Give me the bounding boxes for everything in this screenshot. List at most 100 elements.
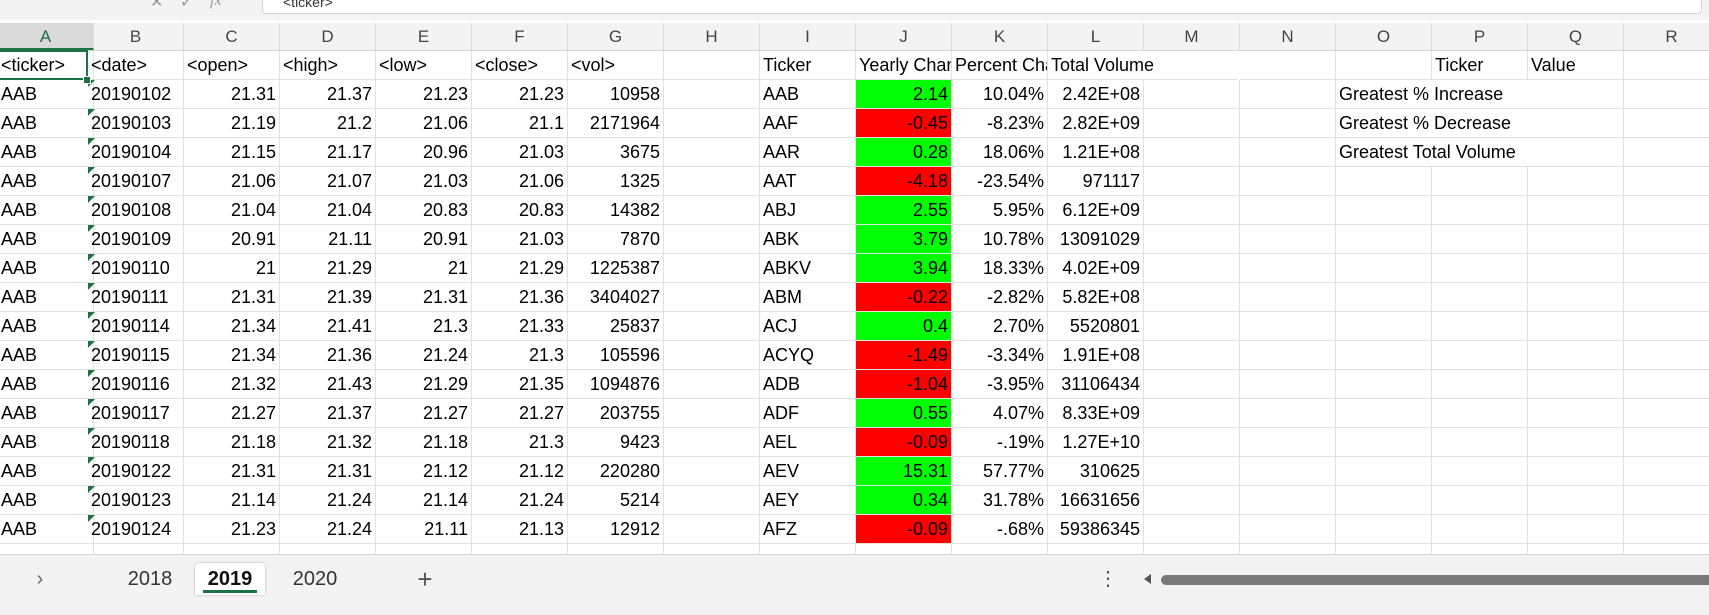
empty-cell[interactable] <box>1144 341 1240 370</box>
date-cell[interactable]: 20190116 <box>88 370 184 399</box>
empty-cell[interactable] <box>1528 80 1624 109</box>
open-cell[interactable]: 21.31 <box>184 283 280 312</box>
empty-cell[interactable] <box>664 312 760 341</box>
close-cell[interactable]: 21.3 <box>472 341 568 370</box>
empty-cell[interactable] <box>376 544 472 554</box>
total-volume-cell[interactable]: 1.27E+10 <box>1048 428 1144 457</box>
yearly-change-cell[interactable]: 2.55 <box>856 196 952 225</box>
fill-handle[interactable] <box>83 76 91 84</box>
open-cell[interactable]: 21.31 <box>184 80 280 109</box>
percent-change-cell[interactable]: 4.07% <box>952 399 1048 428</box>
column-header-m[interactable]: M <box>1144 23 1240 50</box>
empty-cell[interactable] <box>1432 167 1528 196</box>
open-cell[interactable]: 21.04 <box>184 196 280 225</box>
open-cell[interactable]: 21.23 <box>184 515 280 544</box>
empty-cell[interactable] <box>1144 225 1240 254</box>
date-cell[interactable]: 20190124 <box>88 515 184 544</box>
empty-cell[interactable] <box>1624 457 1709 486</box>
date-cell[interactable]: 20190108 <box>88 196 184 225</box>
percent-change-cell[interactable]: 18.33% <box>952 254 1048 283</box>
empty-cell[interactable] <box>664 283 760 312</box>
ticker-cell[interactable]: AAB <box>0 283 94 312</box>
empty-cell[interactable] <box>664 457 760 486</box>
empty-cell[interactable] <box>1240 138 1336 167</box>
empty-cell[interactable] <box>1144 457 1240 486</box>
fx-icon[interactable]: fx <box>210 0 222 9</box>
low-cell[interactable]: 21.31 <box>376 283 472 312</box>
high-cell[interactable]: 21.24 <box>280 486 376 515</box>
empty-cell[interactable] <box>1432 196 1528 225</box>
scrollbar-thumb[interactable] <box>1161 575 1709 585</box>
empty-cell[interactable] <box>568 544 664 554</box>
high-cell[interactable]: 21.24 <box>280 515 376 544</box>
header-cell-l[interactable]: Total Volume <box>1048 51 1238 80</box>
vol-cell[interactable]: 25837 <box>568 312 664 341</box>
yearly-change-cell[interactable]: -0.45 <box>856 109 952 138</box>
percent-change-cell[interactable]: -.19% <box>952 428 1048 457</box>
column-header-n[interactable]: N <box>1240 23 1336 50</box>
total-volume-cell[interactable]: 2.82E+09 <box>1048 109 1144 138</box>
total-volume-cell[interactable]: 5.82E+08 <box>1048 283 1144 312</box>
open-cell[interactable]: 21.15 <box>184 138 280 167</box>
yearly-change-cell[interactable]: 0.55 <box>856 399 952 428</box>
yearly-change-cell[interactable]: -1.04 <box>856 370 952 399</box>
empty-cell[interactable] <box>1240 51 1336 80</box>
empty-cell[interactable] <box>1528 341 1624 370</box>
empty-cell[interactable] <box>1432 457 1528 486</box>
empty-cell[interactable] <box>1624 399 1709 428</box>
summary-ticker-cell[interactable]: ACYQ <box>760 341 856 370</box>
high-cell[interactable]: 21.07 <box>280 167 376 196</box>
empty-cell[interactable] <box>1528 138 1624 167</box>
open-cell[interactable]: 21.31 <box>184 457 280 486</box>
greatest-label-cell[interactable]: Greatest % Decrease <box>1336 109 1528 138</box>
empty-cell[interactable] <box>1144 428 1240 457</box>
total-volume-cell[interactable]: 971117 <box>1048 167 1144 196</box>
low-cell[interactable]: 21.3 <box>376 312 472 341</box>
close-cell[interactable]: 20.83 <box>472 196 568 225</box>
total-volume-cell[interactable]: 8.33E+09 <box>1048 399 1144 428</box>
column-header-b[interactable]: B <box>88 23 184 50</box>
yearly-change-cell[interactable]: 0.4 <box>856 312 952 341</box>
summary-ticker-cell[interactable]: AEY <box>760 486 856 515</box>
empty-cell[interactable] <box>1144 80 1240 109</box>
vol-cell[interactable]: 2171964 <box>568 109 664 138</box>
low-cell[interactable]: 20.96 <box>376 138 472 167</box>
high-cell[interactable]: 21.04 <box>280 196 376 225</box>
date-cell[interactable]: 20190103 <box>88 109 184 138</box>
empty-cell[interactable] <box>1432 370 1528 399</box>
empty-cell[interactable] <box>1144 109 1240 138</box>
empty-cell[interactable] <box>1624 544 1709 554</box>
yearly-change-cell[interactable]: 15.31 <box>856 457 952 486</box>
close-cell[interactable]: 21.27 <box>472 399 568 428</box>
low-cell[interactable]: 21.18 <box>376 428 472 457</box>
empty-cell[interactable] <box>1624 254 1709 283</box>
vol-cell[interactable]: 10958 <box>568 80 664 109</box>
percent-change-cell[interactable]: 18.06% <box>952 138 1048 167</box>
high-cell[interactable]: 21.32 <box>280 428 376 457</box>
open-cell[interactable]: 21.18 <box>184 428 280 457</box>
formula-input[interactable]: <ticker> <box>262 0 1702 14</box>
high-cell[interactable]: 21.17 <box>280 138 376 167</box>
percent-change-cell[interactable]: 5.95% <box>952 196 1048 225</box>
low-cell[interactable]: 20.91 <box>376 225 472 254</box>
vol-cell[interactable]: 1325 <box>568 167 664 196</box>
column-header-p[interactable]: P <box>1432 23 1528 50</box>
summary-ticker-cell[interactable]: AEV <box>760 457 856 486</box>
high-cell[interactable]: 21.36 <box>280 341 376 370</box>
empty-cell[interactable] <box>1240 370 1336 399</box>
empty-cell[interactable] <box>664 225 760 254</box>
empty-cell[interactable] <box>1336 544 1432 554</box>
empty-cell[interactable] <box>1432 283 1528 312</box>
summary-ticker-cell[interactable]: ADF <box>760 399 856 428</box>
header-cell-c[interactable]: <open> <box>184 51 280 80</box>
summary-ticker-cell[interactable]: ADB <box>760 370 856 399</box>
column-header-i[interactable]: I <box>760 23 856 50</box>
low-cell[interactable]: 21.29 <box>376 370 472 399</box>
date-cell[interactable]: 20190115 <box>88 341 184 370</box>
empty-cell[interactable] <box>664 109 760 138</box>
vol-cell[interactable]: 3675 <box>568 138 664 167</box>
total-volume-cell[interactable]: 4.02E+09 <box>1048 254 1144 283</box>
yearly-change-cell[interactable]: 0.34 <box>856 486 952 515</box>
horizontal-scrollbar[interactable] <box>1141 570 1709 588</box>
